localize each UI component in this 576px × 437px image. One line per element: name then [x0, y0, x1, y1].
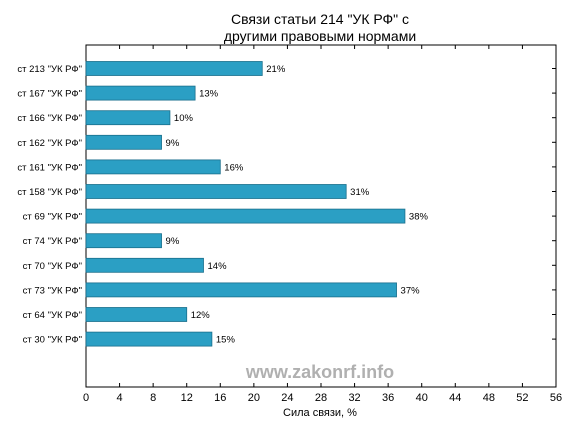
category-label: ст 167 "УК РФ": [17, 89, 82, 100]
value-label: 21%: [266, 64, 286, 75]
x-tick-label: 28: [315, 392, 327, 404]
category-label: ст 162 "УК РФ": [17, 138, 82, 149]
value-label: 31%: [350, 187, 370, 198]
x-tick-label: 24: [281, 392, 293, 404]
bar: [85, 307, 188, 322]
chart-title-line-2: другими правовыми нормами: [224, 28, 416, 44]
value-label: 37%: [401, 285, 421, 296]
category-label: ст 166 "УК РФ": [17, 113, 82, 124]
value-label: 38%: [409, 212, 429, 223]
value-label: 16%: [224, 162, 244, 173]
x-tick-label: 56: [550, 392, 562, 404]
bar: [85, 110, 171, 126]
x-tick-label: 4: [117, 392, 123, 404]
bar: [85, 85, 196, 101]
category-label: ст 213 "УК РФ": [17, 64, 82, 75]
bar: [85, 282, 397, 298]
value-label: 10%: [174, 113, 194, 124]
value-label: 13%: [199, 89, 219, 100]
category-label: ст 74 "УК РФ": [23, 236, 82, 247]
category-label: ст 70 "УК РФ": [23, 261, 82, 272]
value-label: 14%: [208, 261, 228, 272]
x-tick-label: 44: [449, 392, 461, 404]
x-tick-label: 20: [248, 392, 260, 404]
category-label: ст 158 "УК РФ": [17, 187, 82, 198]
value-label: 9%: [166, 236, 180, 247]
category-label: ст 161 "УК РФ": [17, 162, 82, 173]
x-tick-label: 8: [150, 392, 156, 404]
category-label: ст 73 "УК РФ": [23, 285, 82, 296]
x-tick-label: 16: [214, 392, 226, 404]
x-tick-label: 52: [516, 392, 528, 404]
category-label: ст 69 "УК РФ": [23, 212, 82, 223]
x-tick-label: 0: [83, 392, 89, 404]
bar: [85, 233, 162, 249]
chart-title-line-1: Связи статьи 214 "УК РФ" с: [231, 11, 409, 27]
category-label: ст 30 "УК РФ": [23, 335, 82, 346]
bar: [85, 134, 162, 150]
x-tick-label: 36: [382, 392, 394, 404]
x-tick-label: 40: [416, 392, 428, 404]
bar: [85, 61, 263, 76]
bar: [85, 257, 204, 273]
x-tick-label: 32: [348, 392, 360, 404]
x-axis-title: Сила связи, %: [283, 407, 357, 419]
bar: [85, 331, 213, 347]
value-label: 15%: [216, 335, 236, 346]
bars: ст 213 "УК РФ" 21% ст 167 "УК РФ" 13% ст 166…: [17, 61, 556, 347]
bar: [85, 184, 347, 199]
x-axis-ticks: 0 4 8 12 16 20 24 28 32 36 40 44 48 52 56: [83, 45, 562, 404]
value-label: 9%: [166, 138, 180, 149]
x-tick-label: 12: [181, 392, 193, 404]
category-label: ст 64 "УК РФ": [23, 310, 82, 321]
watermark: www.zakonrf.info: [245, 362, 394, 382]
value-label: 12%: [191, 310, 211, 321]
x-tick-label: 48: [483, 392, 495, 404]
bar: [85, 159, 221, 175]
bar: [85, 208, 406, 224]
